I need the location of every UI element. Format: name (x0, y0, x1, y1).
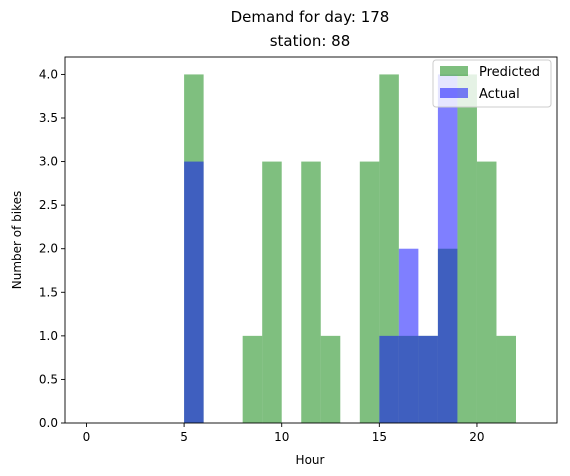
bar-actual-hour-15 (379, 335, 399, 423)
x-tick-label: 15 (372, 430, 387, 444)
x-axis-label: Hour (296, 453, 325, 467)
y-tick-label: 1.0 (39, 329, 58, 343)
bar-predicted-hour-21 (496, 335, 516, 423)
legend-swatch-actual (440, 88, 468, 98)
bar-actual-hour-5 (184, 161, 204, 424)
y-tick-label: 1.5 (39, 285, 58, 299)
bar-actual-hour-18 (437, 74, 458, 423)
legend-label-actual: Actual (479, 87, 520, 102)
y-tick-label: 4.0 (39, 67, 58, 81)
y-tick-label: 0.0 (39, 416, 58, 430)
x-tick-label: 10 (274, 430, 289, 444)
bar-predicted-hour-14 (359, 161, 380, 424)
plot-frame (64, 56, 558, 424)
bar-predicted-hour-11 (301, 161, 321, 424)
bar-actual-hour-17 (418, 335, 438, 423)
bar-predicted-hour-20 (476, 161, 497, 424)
bar-predicted-hour-8 (242, 335, 263, 423)
legend-swatch-predicted (440, 66, 468, 76)
bars-group (184, 74, 516, 424)
bar-predicted-hour-12 (320, 335, 341, 423)
y-axis-label: Number of bikes (10, 191, 24, 290)
legend: Predicted Actual (432, 59, 552, 108)
y-tick-label: 0.5 (39, 372, 58, 386)
y-tick-label: 3.0 (39, 155, 58, 169)
bar-predicted-hour-19 (457, 74, 477, 423)
chart-title-line-1: Demand for day: 178 (231, 8, 390, 26)
bar-predicted-hour-9 (262, 161, 282, 424)
legend-label-predicted: Predicted (479, 65, 540, 80)
x-tick-label: 0 (83, 430, 91, 444)
y-axis-ticks: 0.0 0.5 1.0 1.5 2.0 2.5 3.0 3.5 4.0 (39, 67, 65, 430)
x-tick-label: 5 (180, 430, 188, 444)
y-tick-label: 2.0 (39, 242, 58, 256)
chart-title-line-2: station: 88 (270, 32, 351, 50)
x-axis-ticks: 0 5 10 15 20 (83, 423, 485, 444)
bar-predicted-hour-15 (379, 74, 399, 423)
y-tick-label: 2.5 (39, 198, 58, 212)
x-tick-label: 20 (469, 430, 484, 444)
bar-actual-hour-16 (398, 248, 419, 423)
y-tick-label: 3.5 (39, 111, 58, 125)
